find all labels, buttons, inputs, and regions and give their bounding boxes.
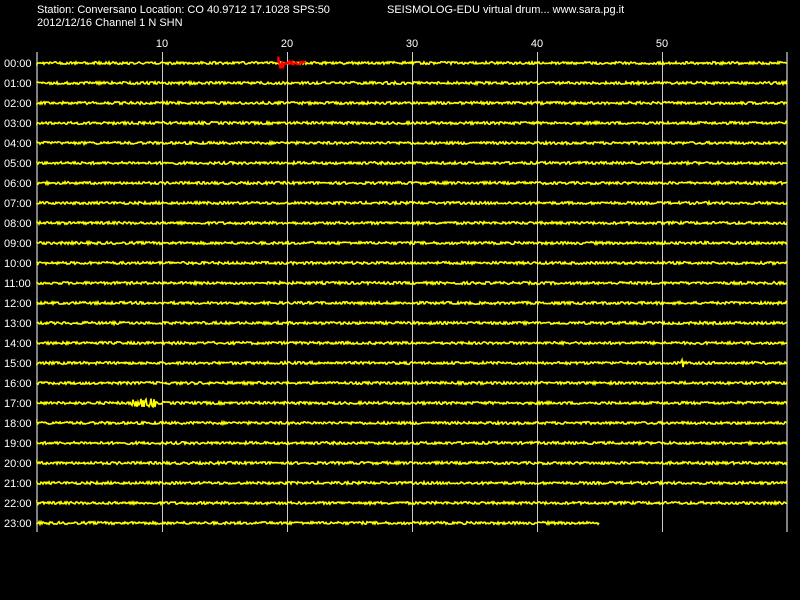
trace-0400 — [36, 139, 788, 147]
trace-1000 — [36, 259, 788, 267]
trace-0600 — [36, 179, 788, 187]
x-tick-label: 20 — [281, 38, 293, 50]
hour-label: 03:00 — [4, 118, 32, 130]
hour-label: 01:00 — [4, 78, 32, 90]
drum-title: SEISMOLOG-EDU virtual drum... www.sara.p… — [387, 4, 625, 16]
hour-label: 21:00 — [4, 478, 32, 490]
hour-label: 20:00 — [4, 458, 32, 470]
hour-label: 19:00 — [4, 438, 32, 450]
hour-label: 08:00 — [4, 218, 32, 230]
hour-label: 23:00 — [4, 518, 32, 530]
trace-0300 — [36, 119, 788, 127]
trace-0500 — [36, 159, 788, 167]
trace-0800 — [36, 219, 788, 227]
hour-label: 11:00 — [4, 278, 31, 290]
hour-label: 18:00 — [4, 418, 32, 430]
trace-1300 — [36, 319, 788, 327]
trace-1600 — [36, 379, 788, 387]
hour-label: 07:00 — [4, 198, 32, 210]
x-tick-label: 10 — [156, 38, 168, 50]
trace-2000 — [36, 459, 788, 467]
hour-label: 16:00 — [4, 378, 32, 390]
trace-0900 — [36, 239, 788, 247]
x-tick-label: 50 — [656, 38, 668, 50]
hour-label: 22:00 — [4, 498, 32, 510]
trace-1400 — [36, 339, 788, 347]
trace-1700 — [36, 397, 788, 409]
hour-label: 15:00 — [4, 358, 32, 370]
hour-label: 02:00 — [4, 98, 32, 110]
trace-0700 — [36, 199, 788, 207]
trace-0000 — [36, 59, 788, 67]
x-tick-label: 40 — [531, 38, 543, 50]
trace-0100 — [36, 79, 788, 87]
hour-label: 00:00 — [4, 58, 32, 70]
trace-0200 — [36, 99, 788, 107]
trace-1200 — [36, 299, 788, 307]
hour-label: 09:00 — [4, 238, 32, 250]
trace-2300 — [36, 519, 600, 527]
trace-2200 — [36, 499, 788, 507]
station-info: Station: Conversano Location: CO 40.9712… — [37, 4, 330, 16]
trace-2100 — [36, 479, 788, 487]
trace-1800 — [36, 418, 788, 427]
hour-label: 04:00 — [4, 138, 32, 150]
hour-label: 14:00 — [4, 338, 32, 350]
trace-1500 — [36, 356, 787, 368]
hour-label: 13:00 — [4, 318, 32, 330]
hour-label: 06:00 — [4, 178, 32, 190]
hour-label: 12:00 — [4, 298, 32, 310]
date-channel-info: 2012/12/16 Channel 1 N SHN — [37, 17, 183, 29]
hour-label: 05:00 — [4, 158, 32, 170]
x-tick-label: 30 — [406, 38, 418, 50]
quake-event — [277, 56, 306, 71]
hour-label: 17:00 — [4, 398, 32, 410]
trace-1100 — [36, 279, 788, 287]
trace-1900 — [36, 439, 788, 447]
hour-label: 10:00 — [4, 258, 32, 270]
